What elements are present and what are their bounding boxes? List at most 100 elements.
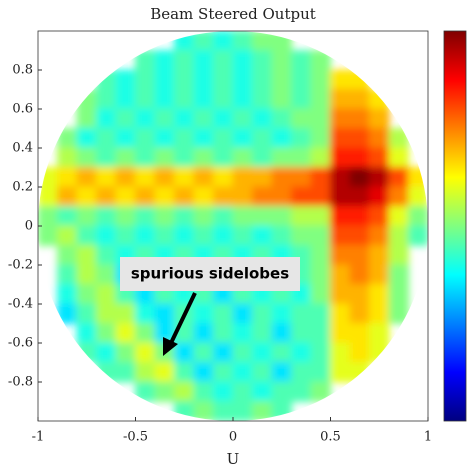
heat-cell bbox=[232, 323, 253, 344]
heat-cell bbox=[349, 89, 370, 110]
x-axis-label: U bbox=[227, 450, 240, 468]
heat-cell bbox=[330, 128, 351, 149]
heat-cell bbox=[232, 303, 253, 324]
heat-cell bbox=[291, 69, 312, 90]
heat-cell bbox=[232, 225, 253, 246]
heat-cell bbox=[330, 342, 351, 363]
heat-cell bbox=[154, 50, 175, 71]
heat-cell bbox=[96, 303, 117, 324]
heat-cell bbox=[154, 147, 175, 168]
heat-cell bbox=[369, 264, 390, 285]
heat-cell bbox=[349, 245, 370, 266]
heat-cell bbox=[38, 225, 58, 246]
heat-cell bbox=[310, 50, 331, 71]
heat-cell bbox=[115, 362, 136, 383]
heat-cell bbox=[115, 167, 136, 188]
heat-cell bbox=[271, 108, 292, 129]
heat-cell bbox=[271, 206, 292, 227]
heat-cell bbox=[193, 147, 214, 168]
heat-cell bbox=[388, 167, 409, 188]
heat-cell bbox=[213, 167, 234, 188]
heat-cell bbox=[115, 342, 136, 363]
heat-cell bbox=[57, 147, 78, 168]
heat-cell bbox=[213, 401, 234, 421]
heat-cell bbox=[232, 31, 253, 51]
heat-cell bbox=[174, 225, 195, 246]
heat-cell bbox=[291, 323, 312, 344]
heat-cell bbox=[252, 50, 273, 71]
chart-title: Beam Steered Output bbox=[150, 5, 316, 23]
heat-cell bbox=[232, 147, 253, 168]
heat-cell bbox=[291, 147, 312, 168]
heat-cell bbox=[330, 167, 351, 188]
heat-cell bbox=[232, 128, 253, 149]
heat-cell bbox=[310, 323, 331, 344]
heat-cell bbox=[154, 362, 175, 383]
heat-cell bbox=[388, 186, 409, 207]
heat-cell bbox=[271, 401, 292, 421]
heat-cell bbox=[174, 167, 195, 188]
heat-cell bbox=[76, 264, 97, 285]
heat-cell bbox=[154, 206, 175, 227]
heat-cell bbox=[154, 186, 175, 207]
heat-cell bbox=[330, 89, 351, 110]
heat-cell bbox=[369, 303, 390, 324]
heat-cell bbox=[38, 167, 58, 188]
heat-cell bbox=[193, 128, 214, 149]
heat-cell bbox=[252, 206, 273, 227]
heat-cell bbox=[252, 128, 273, 149]
heat-cell bbox=[388, 264, 409, 285]
heat-cell bbox=[57, 264, 78, 285]
heat-cell bbox=[271, 342, 292, 363]
heat-cell bbox=[271, 69, 292, 90]
heat-cell bbox=[291, 362, 312, 383]
heat-cell bbox=[135, 362, 156, 383]
heat-cell bbox=[76, 147, 97, 168]
heat-cell bbox=[213, 225, 234, 246]
heat-cell bbox=[310, 342, 331, 363]
heat-cell bbox=[135, 225, 156, 246]
heat-cell bbox=[330, 362, 351, 383]
heat-cell bbox=[271, 50, 292, 71]
heat-cell bbox=[349, 284, 370, 305]
annotation: spurious sidelobes bbox=[131, 265, 289, 283]
x-tick-label: 0.5 bbox=[320, 430, 341, 445]
heat-cell bbox=[135, 167, 156, 188]
x-tick-label: 0 bbox=[229, 430, 237, 445]
y-tick-label: -0.2 bbox=[8, 258, 33, 273]
heat-cell bbox=[232, 362, 253, 383]
heat-cell bbox=[349, 323, 370, 344]
heat-cell bbox=[213, 128, 234, 149]
heat-cell bbox=[232, 206, 253, 227]
heat-cell bbox=[291, 342, 312, 363]
heat-cell bbox=[96, 89, 117, 110]
heat-cell bbox=[57, 284, 78, 305]
heat-cell bbox=[369, 206, 390, 227]
heat-cell bbox=[174, 128, 195, 149]
heat-cell bbox=[291, 108, 312, 129]
heat-cell bbox=[193, 89, 214, 110]
heat-cell bbox=[310, 89, 331, 110]
heat-cell bbox=[96, 167, 117, 188]
heat-cell bbox=[96, 342, 117, 363]
heat-cell bbox=[174, 50, 195, 71]
y-tick-label: -0.8 bbox=[8, 375, 33, 390]
heatmap bbox=[38, 31, 428, 421]
heat-cell bbox=[76, 323, 97, 344]
heat-cell bbox=[96, 264, 117, 285]
heat-cell bbox=[96, 362, 117, 383]
heat-cell bbox=[174, 89, 195, 110]
heat-cell bbox=[291, 128, 312, 149]
heat-cell bbox=[154, 303, 175, 324]
heat-cell bbox=[232, 69, 253, 90]
heat-cell bbox=[369, 89, 390, 110]
heat-cell bbox=[310, 264, 331, 285]
y-tick-label: 0.2 bbox=[12, 180, 33, 195]
heat-cell bbox=[369, 108, 390, 129]
heat-cell bbox=[213, 362, 234, 383]
heat-cell bbox=[291, 89, 312, 110]
x-tick-label: 1 bbox=[424, 430, 432, 445]
heat-cell bbox=[213, 323, 234, 344]
heat-cell bbox=[193, 50, 214, 71]
heat-cell bbox=[310, 147, 331, 168]
